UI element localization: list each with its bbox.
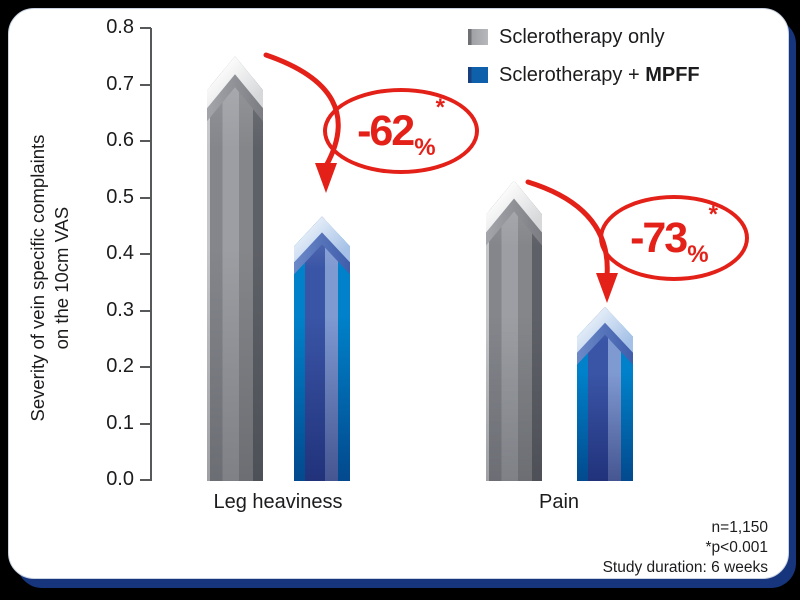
y-tick-mark	[140, 196, 151, 199]
y-tick-label: 0.8	[106, 16, 134, 38]
bar-blue-leg-heaviness	[294, 216, 350, 481]
x-category-label: Pain	[538, 491, 580, 513]
y-tick-label: 0.5	[106, 185, 134, 208]
reduction-badge-pain: -73 % *	[599, 195, 749, 281]
y-tick-mark	[140, 27, 151, 29]
y-tick-mark	[140, 83, 151, 86]
reduction-value: -73	[630, 213, 688, 262]
footnote-duration: Study duration: 6 weeks	[602, 559, 768, 577]
y-tick-label: 0.4	[106, 242, 134, 264]
significance-star: *	[435, 94, 445, 121]
y-axis-title-line1: Severity of vein specific complaints	[26, 134, 48, 422]
y-tick-label: 0.6	[106, 129, 134, 151]
y-axis-line	[150, 28, 152, 481]
x-category-label: Leg heaviness	[213, 491, 343, 513]
legend-swatch-gray	[468, 29, 488, 45]
reduction-badge-leg-heaviness: -62 % *	[323, 88, 479, 174]
y-tick-label: 0.7	[106, 72, 134, 95]
bar-blue-pain	[577, 306, 633, 481]
legend-text-bold: MPFF	[645, 63, 700, 86]
legend-label: Sclerotherapy + MPFF	[499, 64, 700, 87]
reduction-value: -62	[357, 106, 415, 155]
y-tick-label: 0.1	[106, 411, 134, 434]
percent-sign: %	[687, 241, 709, 268]
y-axis-title: Severity of vein specific complaints on …	[26, 38, 74, 518]
y-tick-mark	[140, 140, 151, 142]
legend: Sclerotherapy only Sclerotherapy + MPFF	[468, 26, 700, 104]
legend-label: Sclerotherapy only	[499, 26, 665, 49]
footnotes: n=1,150 *p<0.001 Study duration: 6 weeks	[603, 518, 768, 578]
legend-swatch-blue	[468, 67, 488, 83]
bar-gray-leg-heaviness	[207, 56, 263, 481]
y-tick-mark	[140, 366, 151, 368]
footnote-pvalue: *p<0.001	[705, 539, 769, 557]
y-tick-mark	[140, 422, 151, 425]
percent-sign: %	[414, 134, 436, 161]
y-tick-label: 0.2	[106, 355, 134, 377]
y-tick-mark	[140, 479, 151, 481]
y-tick-label: 0.3	[106, 298, 134, 321]
legend-item-sclerotherapy-mpff: Sclerotherapy + MPFF	[468, 64, 700, 87]
y-tick-mark	[140, 309, 151, 312]
bar-gray-pain	[486, 180, 542, 481]
y-tick-label: 0.0	[106, 468, 134, 490]
y-axis-title-line2: on the 10cm VAS	[51, 206, 72, 350]
y-tick-mark	[140, 253, 151, 255]
legend-text: Sclerotherapy +	[499, 63, 646, 86]
significance-star: *	[708, 201, 718, 228]
footnote-n: n=1,150	[711, 519, 768, 536]
legend-text: Sclerotherapy only	[499, 25, 665, 48]
legend-item-sclerotherapy-only: Sclerotherapy only	[468, 26, 700, 49]
